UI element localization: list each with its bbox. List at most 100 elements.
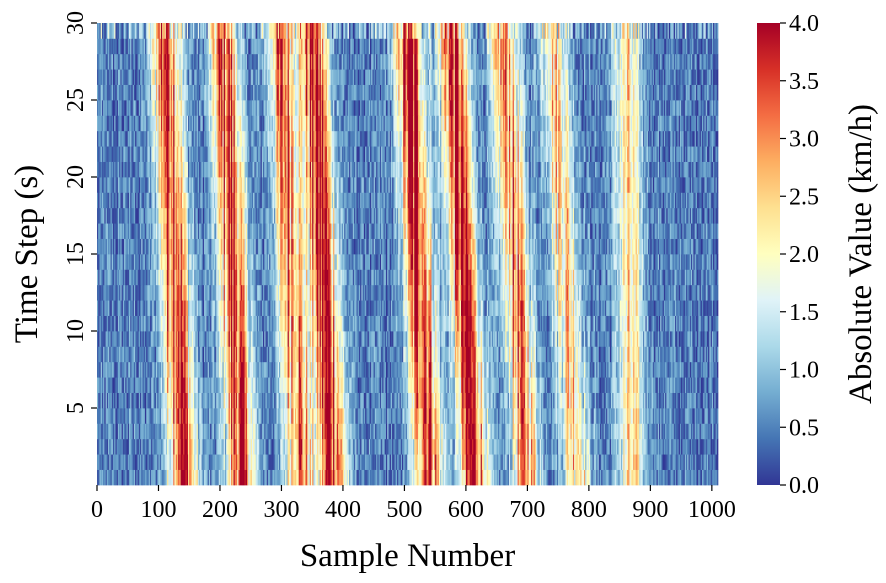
heatmap-cell — [310, 423, 313, 440]
heatmap-cell — [100, 361, 103, 378]
heatmap-cell — [366, 331, 368, 347]
heatmap-cell — [425, 331, 427, 347]
heatmap-cell — [340, 454, 343, 470]
heatmap-cell — [347, 392, 350, 409]
heatmap-cell — [651, 346, 654, 363]
heatmap-cell — [682, 346, 684, 363]
heatmap-cell — [419, 469, 421, 486]
heatmap-cell — [706, 423, 709, 440]
heatmap-cell — [452, 423, 454, 440]
heatmap-cell — [486, 346, 489, 363]
heatmap-cell — [231, 392, 233, 409]
heatmap-cell — [191, 331, 194, 347]
heatmap-cell — [98, 408, 100, 424]
heatmap-cell — [117, 377, 120, 393]
heatmap-cell — [666, 408, 668, 424]
heatmap-cell — [222, 346, 225, 363]
heatmap-cell — [481, 469, 484, 486]
heatmap-cell — [158, 454, 161, 470]
heatmap-cell — [213, 377, 216, 393]
heatmap-cell — [537, 438, 539, 455]
heatmap-cell — [297, 408, 300, 424]
heatmap-cell — [160, 361, 163, 378]
heatmap-cell — [233, 346, 236, 363]
heatmap-cell — [288, 377, 291, 393]
heatmap-cell — [413, 346, 415, 363]
heatmap-cell — [307, 454, 309, 470]
heatmap-cell — [480, 377, 483, 393]
heatmap-cell — [457, 454, 459, 470]
heatmap-cell — [127, 454, 130, 470]
heatmap-cell — [436, 423, 438, 440]
heatmap-cell — [341, 423, 344, 440]
heatmap-cell — [119, 377, 121, 393]
heatmap-cell — [121, 438, 124, 455]
heatmap-cell — [432, 408, 435, 424]
heatmap-cell — [208, 423, 211, 440]
heatmap-cell — [667, 392, 670, 409]
heatmap-cell — [598, 423, 601, 440]
heatmap-cell — [441, 377, 443, 393]
heatmap-cell — [495, 392, 497, 409]
heatmap-cell — [312, 438, 314, 455]
heatmap-cell — [384, 438, 387, 455]
heatmap-cell — [534, 331, 537, 347]
heatmap-cell — [502, 438, 505, 455]
heatmap-cell — [465, 469, 468, 486]
heatmap-cell — [342, 423, 345, 440]
heatmap-cell — [269, 377, 271, 393]
heatmap-cell — [417, 454, 420, 470]
heatmap-cell — [554, 392, 557, 409]
heatmap-cell — [202, 331, 205, 347]
heatmap-cell — [172, 454, 174, 470]
heatmap-cell — [682, 408, 684, 424]
heatmap-cell — [464, 392, 467, 409]
heatmap-cell — [458, 423, 461, 440]
heatmap-cell — [345, 331, 347, 347]
heatmap-cell — [528, 454, 531, 470]
heatmap-cell — [593, 423, 596, 440]
heatmap-cell — [565, 423, 568, 440]
heatmap-cell — [667, 469, 670, 486]
heatmap-cell — [657, 377, 660, 393]
heatmap-cell — [597, 377, 600, 393]
heatmap-cell — [704, 454, 707, 470]
heatmap-cell — [127, 361, 130, 378]
heatmap-cell — [194, 331, 196, 347]
heatmap-cell — [457, 392, 459, 409]
heatmap-cell — [438, 331, 441, 347]
heatmap-cell — [310, 438, 313, 455]
heatmap-cell — [427, 408, 430, 424]
heatmap-cell — [374, 377, 377, 393]
heatmap-cell — [243, 423, 245, 440]
heatmap-cell — [235, 331, 238, 347]
heatmap-cell — [215, 454, 217, 470]
heatmap-cell — [153, 392, 156, 409]
heatmap-cell — [378, 392, 381, 409]
heatmap-cell — [292, 423, 295, 440]
heatmap-cell — [319, 454, 322, 470]
heatmap-cell — [158, 408, 161, 424]
heatmap-cell — [286, 392, 288, 409]
heatmap-cell — [397, 346, 399, 363]
heatmap-cell — [579, 423, 581, 440]
heatmap-cell — [660, 377, 662, 393]
heatmap-cell — [398, 346, 400, 363]
heatmap-cell — [288, 423, 291, 440]
heatmap-cell — [346, 408, 349, 424]
heatmap-cell — [217, 454, 220, 470]
heatmap-cell — [635, 469, 638, 486]
heatmap-cell — [429, 469, 431, 486]
heatmap-cell — [390, 331, 393, 347]
heatmap-cell — [325, 469, 328, 486]
heatmap-cell — [607, 361, 609, 378]
heatmap-cell — [387, 377, 389, 393]
heatmap-cell — [558, 423, 560, 440]
heatmap-cell — [247, 331, 249, 347]
heatmap-cell — [414, 392, 416, 409]
heatmap-cell — [478, 423, 480, 440]
heatmap-cell — [475, 361, 478, 378]
heatmap-cell — [639, 361, 641, 378]
heatmap-cell — [614, 469, 617, 486]
heatmap-cell — [333, 346, 335, 363]
